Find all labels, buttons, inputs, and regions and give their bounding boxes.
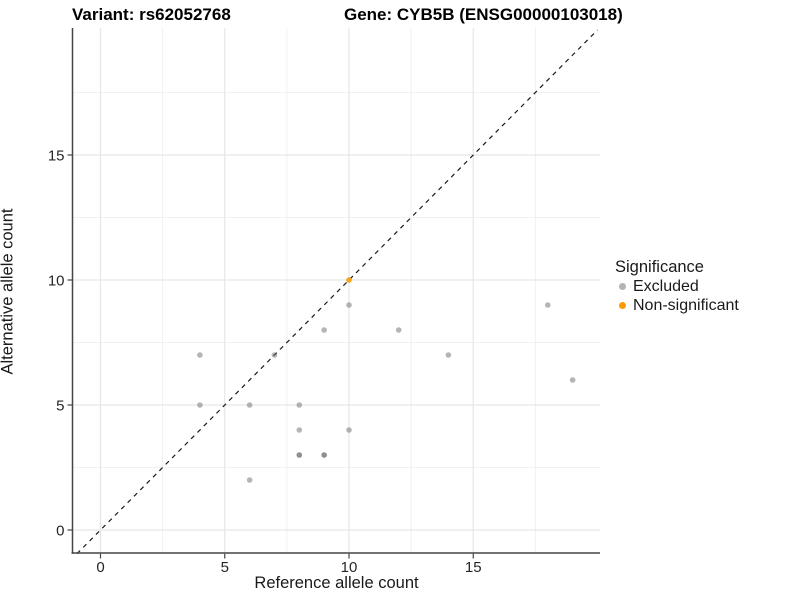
x-tick-label: 5 [221,559,229,576]
data-point [395,327,402,333]
legend-label-excluded: Excluded [633,277,699,295]
legend: Significance Excluded Non-significant [615,257,739,315]
legend-dot-excluded-icon [619,283,626,290]
y-tick-label: 15 [48,147,65,164]
minor-gridlines [73,28,600,553]
data-point [321,452,327,458]
data-point [197,402,203,408]
major-gridlines [73,28,600,553]
series-excluded [197,302,576,483]
data-point [296,427,303,433]
y-tick-label: 0 [56,522,64,539]
data-point [246,477,253,483]
legend-title: Significance [615,258,704,276]
data-point [296,452,303,458]
plot-title-gene: Gene: CYB5B (ENSG00000103018) [344,5,623,24]
data-point [197,352,203,358]
x-axis-title: Reference allele count [254,574,419,592]
data-point [569,377,576,383]
plot-title-variant: Variant: rs62052768 [72,5,231,24]
data-point [346,427,352,433]
x-tick-label: 0 [96,559,104,576]
legend-label-non-significant: Non-significant [633,296,739,314]
y-tick-label: 5 [56,397,64,414]
data-point [346,302,352,308]
data-point [545,302,551,308]
legend-dot-non-significant-icon [619,302,626,309]
tick-labels: 0 5 10 15 0 5 10 15 [48,147,482,576]
y-tick-label: 10 [48,272,65,289]
data-point [296,402,303,408]
x-tick-label: 10 [341,559,358,576]
legend-item-non-significant: Non-significant [615,296,739,315]
identity-dashed-line [76,29,598,555]
data-point [445,352,452,358]
data-point [346,277,352,283]
data-point [321,327,327,333]
x-tick-label: 15 [465,559,482,576]
axis-ticks [67,154,474,559]
data-point [246,402,253,408]
legend-item-excluded: Excluded [615,277,739,296]
series-non-significant [346,277,352,283]
y-axis-title: Alternative allele count [0,208,17,375]
data-point [271,352,278,358]
axis-lines [71,28,600,554]
